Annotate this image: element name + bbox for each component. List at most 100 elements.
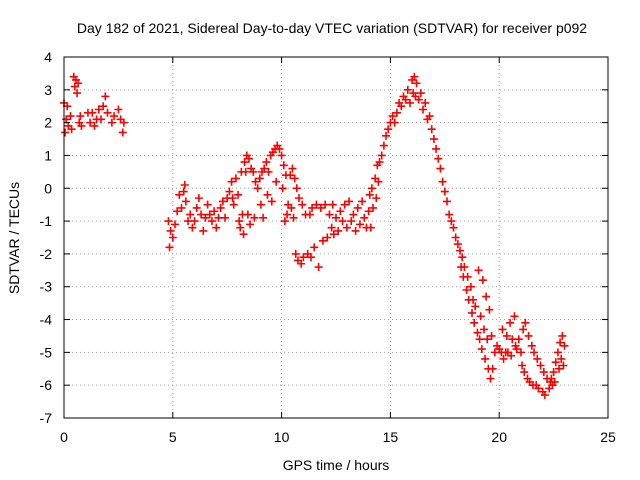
- x-tick-label: 0: [60, 429, 68, 445]
- data-point: [474, 266, 483, 275]
- data-point: [421, 98, 430, 107]
- data-point: [458, 253, 467, 262]
- data-point: [279, 161, 288, 170]
- data-point: [521, 318, 530, 327]
- data-point: [533, 354, 542, 363]
- data-point: [453, 240, 462, 249]
- data-point: [280, 217, 289, 226]
- data-point: [255, 174, 264, 183]
- data-point: [173, 207, 182, 216]
- data-point: [179, 187, 188, 196]
- data-point: [355, 220, 364, 229]
- data-point: [336, 207, 345, 216]
- data-point: [86, 118, 95, 127]
- y-tick-label: -2: [40, 246, 53, 262]
- data-point: [67, 125, 76, 134]
- data-point: [403, 85, 412, 94]
- data-point: [498, 325, 507, 334]
- data-point: [405, 98, 414, 107]
- data-point: [283, 210, 292, 219]
- data-point: [318, 236, 327, 245]
- x-tick-label: 5: [169, 429, 177, 445]
- data-point: [368, 203, 377, 212]
- data-point: [275, 144, 284, 153]
- data-point: [329, 230, 338, 239]
- y-tick-label: -7: [40, 410, 53, 426]
- data-point: [181, 197, 190, 206]
- data-point: [241, 167, 250, 176]
- data-point: [246, 220, 255, 229]
- data-point: [118, 128, 127, 137]
- data-point: [186, 210, 195, 219]
- data-point: [188, 223, 197, 232]
- data-point: [99, 102, 108, 111]
- data-point: [291, 249, 300, 258]
- data-point: [250, 213, 259, 222]
- data-point: [530, 348, 539, 357]
- data-point: [512, 345, 521, 354]
- data-point: [427, 125, 436, 134]
- data-point: [365, 190, 374, 199]
- data-point: [298, 200, 307, 209]
- data-point: [289, 213, 298, 222]
- data-point: [438, 177, 447, 186]
- data-point: [518, 361, 527, 370]
- data-point: [61, 128, 70, 137]
- data-point: [63, 102, 72, 111]
- data-point: [367, 184, 376, 193]
- data-point: [207, 217, 216, 226]
- data-point: [166, 226, 175, 235]
- data-point: [510, 312, 519, 321]
- chart-title: Day 182 of 2021, Sidereal Day-to-day VTE…: [77, 20, 587, 36]
- data-point: [253, 184, 262, 193]
- axis-ticks: 0 5 10 15 20 25 -7 -6 -5 -4 -3 -2 -1 0 1 2 3 4: [40, 49, 616, 445]
- data-point: [499, 354, 508, 363]
- data-point: [73, 89, 82, 98]
- data-point: [110, 112, 119, 121]
- data-point: [462, 286, 471, 295]
- data-point: [434, 154, 443, 163]
- data-point: [479, 325, 488, 334]
- data-point: [460, 263, 469, 272]
- data-point: [382, 131, 391, 140]
- data-point: [314, 263, 323, 272]
- data-point: [199, 226, 208, 235]
- data-point: [164, 217, 173, 226]
- data-point: [379, 141, 388, 150]
- data-point: [277, 151, 286, 160]
- data-point: [107, 118, 116, 127]
- data-point: [524, 331, 533, 340]
- data-point: [488, 364, 497, 373]
- data-point: [347, 217, 356, 226]
- data-point: [288, 164, 297, 173]
- data-point: [560, 341, 569, 350]
- data-point: [228, 194, 237, 203]
- data-point: [203, 200, 212, 209]
- data-point: [239, 230, 248, 239]
- data-point: [74, 79, 83, 88]
- data-point: [520, 368, 529, 377]
- data-point: [286, 171, 295, 180]
- data-point: [557, 354, 566, 363]
- data-point: [225, 187, 234, 196]
- y-tick-label: -4: [40, 312, 53, 328]
- data-point: [551, 358, 560, 367]
- data-point: [262, 158, 271, 167]
- data-point: [88, 108, 97, 117]
- data-point: [234, 190, 243, 199]
- data-point: [553, 348, 562, 357]
- y-tick-label: 4: [44, 49, 52, 65]
- data-point: [485, 305, 494, 314]
- x-tick-label: 10: [274, 429, 290, 445]
- data-point: [477, 345, 486, 354]
- data-point: [190, 217, 199, 226]
- data-point: [260, 164, 269, 173]
- data-point: [244, 154, 253, 163]
- data-point: [297, 259, 306, 268]
- data-point: [429, 135, 438, 144]
- y-axis-label: SDTVAR / TECUs: [6, 182, 22, 294]
- data-point: [349, 210, 358, 219]
- data-point: [375, 158, 384, 167]
- data-point: [305, 210, 314, 219]
